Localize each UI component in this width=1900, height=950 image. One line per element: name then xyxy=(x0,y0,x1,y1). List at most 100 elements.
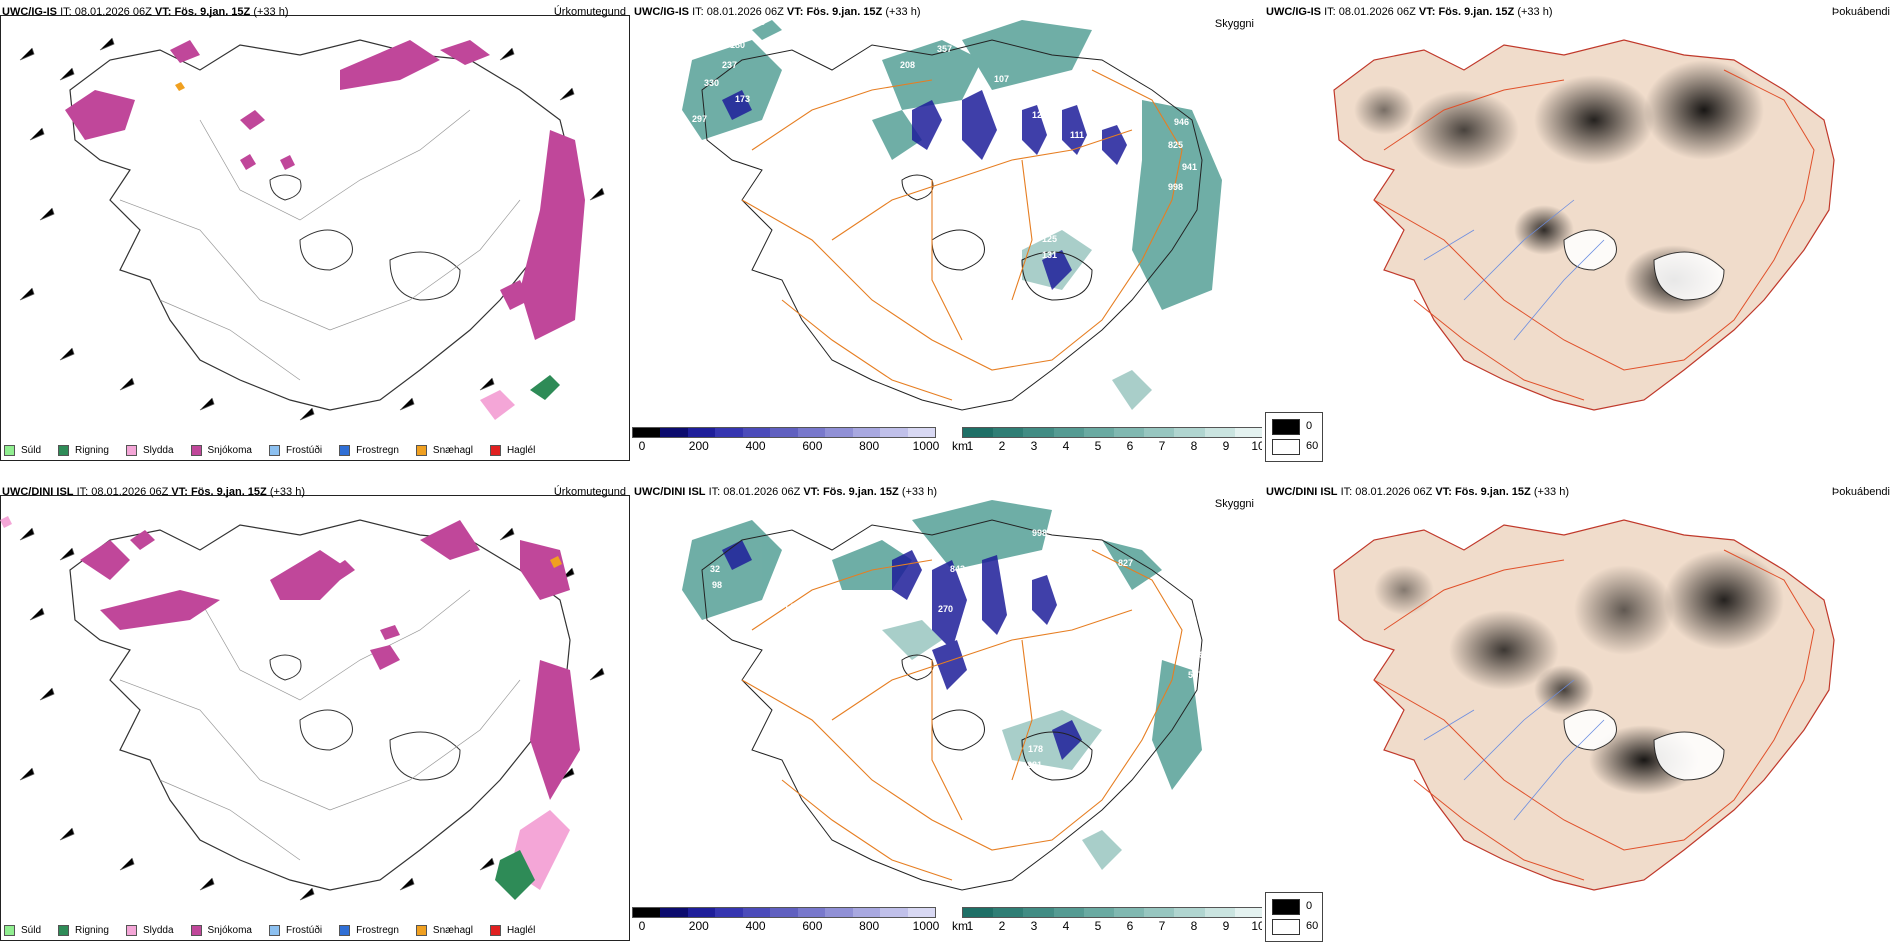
legend-swatch xyxy=(268,445,280,456)
ceiling-value-label: 827 xyxy=(1118,558,1133,568)
field-title: Þokuábendi xyxy=(1831,486,1890,498)
legend-swatch xyxy=(489,445,501,456)
fog-legend-swatch-white xyxy=(1272,439,1300,455)
colorbar-swatch xyxy=(1053,428,1084,437)
colorbar-tick-label: 200 xyxy=(688,919,709,933)
model-name: UWC/IG-IS xyxy=(1266,6,1321,18)
legend-item: Súld xyxy=(4,925,41,936)
ceiling-value-label: 946 xyxy=(1174,117,1189,127)
colorbar-swatch xyxy=(1144,908,1175,917)
legend-label: Haglél xyxy=(506,925,536,936)
colorbar-tick-label: 4 xyxy=(1062,439,1070,453)
vt-value: Fös. 9.jan. 15Z xyxy=(174,6,251,18)
fog-legend-label: 60 xyxy=(1306,920,1319,932)
it-label: IT: xyxy=(1340,486,1353,498)
field-title: Skyggni xyxy=(1214,18,1254,30)
colorbar-swatch xyxy=(633,908,661,917)
colorbar-swatch xyxy=(880,908,908,917)
legend-swatch xyxy=(339,925,351,936)
colorbar-swatch xyxy=(1204,908,1235,917)
lead-time: (+33 h) xyxy=(901,486,937,498)
fog-legend-swatch-black xyxy=(1272,419,1300,435)
colorbar-swatch xyxy=(715,428,743,437)
colorbar-swatch xyxy=(1053,908,1084,917)
colorbar-tick-label: 1 xyxy=(966,919,974,933)
it-value: 08.01.2026 06Z xyxy=(706,6,784,18)
legend-item: Slydda xyxy=(125,925,174,936)
colorbar-tick-label: 4 xyxy=(1062,919,1070,933)
visibility-colorbar-swatches xyxy=(962,907,1262,918)
it-value: 08.01.2026 06Z xyxy=(1338,6,1416,18)
iceland-outline xyxy=(701,39,1203,411)
other-precip xyxy=(175,82,560,420)
colorbar-swatch xyxy=(797,428,826,437)
legend-swatch xyxy=(489,925,501,936)
model-name: UWC/IG-IS xyxy=(2,6,57,18)
visibility-colorbar-swatches xyxy=(962,427,1262,438)
fog-legend-swatch-black xyxy=(1272,899,1300,915)
field-title: Skyggni xyxy=(1214,498,1254,510)
colorbar-tick-label: 9 xyxy=(1222,919,1230,933)
ceiling-value-label: 839 xyxy=(1180,658,1195,668)
colorbar-swatch xyxy=(1234,428,1262,437)
colorbar-swatch xyxy=(963,908,994,917)
colorbar-tick-label: 400 xyxy=(745,919,766,933)
legend-item: Frostregn xyxy=(339,445,399,456)
visibility-areas xyxy=(682,500,1202,870)
lead-time: (+33 h) xyxy=(1533,486,1569,498)
panel-header: UWC/DINI ISL IT: 08.01.2026 06Z VT: Fös.… xyxy=(634,486,937,498)
colorbar-swatch xyxy=(660,428,688,437)
legend-item: Súld xyxy=(4,445,41,456)
ceiling-value-label: 178 xyxy=(1028,744,1043,754)
it-value: 08.01.2026 06Z xyxy=(74,6,152,18)
ceiling-value-label: 227 xyxy=(862,72,877,82)
colorbar-tick-label: 2 xyxy=(998,919,1006,933)
field-title: Þokuábendi xyxy=(1831,6,1890,18)
legend-label: Snæhagl xyxy=(432,925,473,936)
colorbar-swatch xyxy=(993,908,1024,917)
vt-value: Fös. 9.jan. 15Z xyxy=(806,6,883,18)
ceiling-value-label: 281 xyxy=(1027,760,1042,770)
ceiling-value-label: 180 xyxy=(730,40,745,50)
glacier-outline xyxy=(901,174,1093,301)
glacier-outline xyxy=(269,654,461,781)
colorbar-swatch xyxy=(852,428,881,437)
vt-label: VT: xyxy=(1418,6,1436,18)
snow-areas xyxy=(65,40,585,340)
legend-swatch xyxy=(268,925,280,936)
legend-label: Haglél xyxy=(506,445,536,456)
colorbar-tick-label: 1 xyxy=(966,439,974,453)
legend-item: Rigning xyxy=(58,925,109,936)
lead-time: (+33 h) xyxy=(885,6,921,18)
it-label: IT: xyxy=(76,486,89,498)
legend-item: Slydda xyxy=(125,445,174,456)
wind-barbs xyxy=(19,527,605,901)
vt-label: VT: xyxy=(171,486,188,498)
legend-label: Frostúði xyxy=(285,925,323,936)
colorbar-swatch xyxy=(1114,908,1145,917)
vt-value: Fös. 9.jan. 15Z xyxy=(1438,6,1515,18)
colorbar-tick-label: 6 xyxy=(1126,439,1134,453)
colorbar-swatch xyxy=(742,908,771,917)
legend-swatch xyxy=(190,925,202,936)
it-label: IT: xyxy=(708,486,721,498)
colorbar-swatch xyxy=(1114,428,1145,437)
fog-map-2 xyxy=(1333,519,1835,891)
colorbar-tick-label: 5 xyxy=(1094,919,1102,933)
precip-panel-2: UWC/DINI ISL IT: 08.01.2026 06Z VT: Fös.… xyxy=(0,480,630,942)
ceiling-value-label: 270 xyxy=(938,604,953,614)
precip-map-1 xyxy=(19,37,605,421)
it-value: 08.01.2026 06Z xyxy=(723,486,801,498)
precip-map-2 xyxy=(0,516,605,901)
legend-label: Súld xyxy=(21,925,42,936)
colorbar-swatch xyxy=(633,428,661,437)
it-value: 08.01.2026 06Z xyxy=(1355,486,1433,498)
legend-item: Frostúði xyxy=(268,445,322,456)
lead-time: (+33 h) xyxy=(1517,6,1553,18)
legend-label: Snjókoma xyxy=(207,925,252,936)
colorbar-swatch xyxy=(825,428,853,437)
legend-item: Haglél xyxy=(489,445,536,456)
colorbar-tick-label: 600 xyxy=(802,919,823,933)
vt-label: VT: xyxy=(803,486,820,498)
